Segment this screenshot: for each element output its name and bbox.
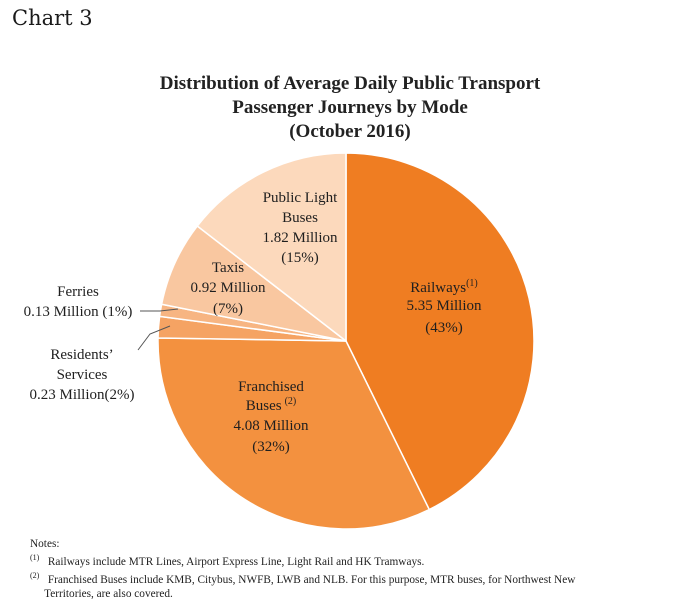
franchised-value: 4.08 Million xyxy=(233,418,309,434)
taxis-percent: (7%) xyxy=(213,301,243,317)
plb-label-line-1: Public Light xyxy=(263,190,338,206)
residents-value: 0.23 Million(2%) xyxy=(29,387,135,403)
leader-lines xyxy=(137,308,179,351)
railways-label: Railways(1) xyxy=(410,278,478,296)
chart-title-line-3: (October 2016) xyxy=(289,121,411,142)
ferries-value: 0.13 Million (1%) xyxy=(23,304,133,320)
pie-slice-public-light-buses xyxy=(196,152,347,343)
taxis-value: 0.92 Million xyxy=(190,280,266,296)
residents-leader-line xyxy=(137,325,171,351)
chart-title-line-2: Passenger Journeys by Mode xyxy=(232,97,468,118)
plb-value: 1.82 Million xyxy=(262,230,338,246)
ferries-name: Ferries xyxy=(57,284,99,300)
pie-slice-railways xyxy=(345,152,535,511)
residents-line-2: Services xyxy=(56,367,108,383)
railways-percent: (43%) xyxy=(425,320,463,336)
chart-title-line-1: Distribution of Average Daily Public Tra… xyxy=(159,73,541,94)
plb-label-line-2: Buses xyxy=(282,210,318,226)
residents-line-1: Residents’ xyxy=(50,347,114,363)
franchised-label-line-1: Franchised xyxy=(238,379,304,395)
pie-slice-franchised-buses xyxy=(157,337,431,530)
pie-slices xyxy=(157,152,535,530)
railways-value: 5.35 Million xyxy=(406,298,482,314)
plb-percent: (15%) xyxy=(281,250,319,266)
ferries-leader-line xyxy=(140,308,179,312)
notes: Notes: (1) Railways include MTR Lines, A… xyxy=(30,537,575,601)
ferries-label: Ferries 0.13 Million (1%) xyxy=(18,282,138,322)
chart-title: Distribution of Average Daily Public Tra… xyxy=(0,72,700,144)
franchised-percent: (32%) xyxy=(252,439,290,455)
note-1: (1) Railways include MTR Lines, Airport … xyxy=(30,553,425,568)
taxis-label: Taxis xyxy=(212,260,244,276)
residents-services-label: Residents’ Services 0.23 Million(2%) xyxy=(22,345,142,405)
chart-label: Chart 3 xyxy=(12,6,93,30)
note-3: Territories, are also covered. xyxy=(44,587,173,600)
note-2: (2) Franchised Buses include KMB, Citybu… xyxy=(30,570,576,586)
franchised-label-line-2: Buses (2) xyxy=(246,396,297,414)
notes-heading: Notes: xyxy=(30,538,60,550)
